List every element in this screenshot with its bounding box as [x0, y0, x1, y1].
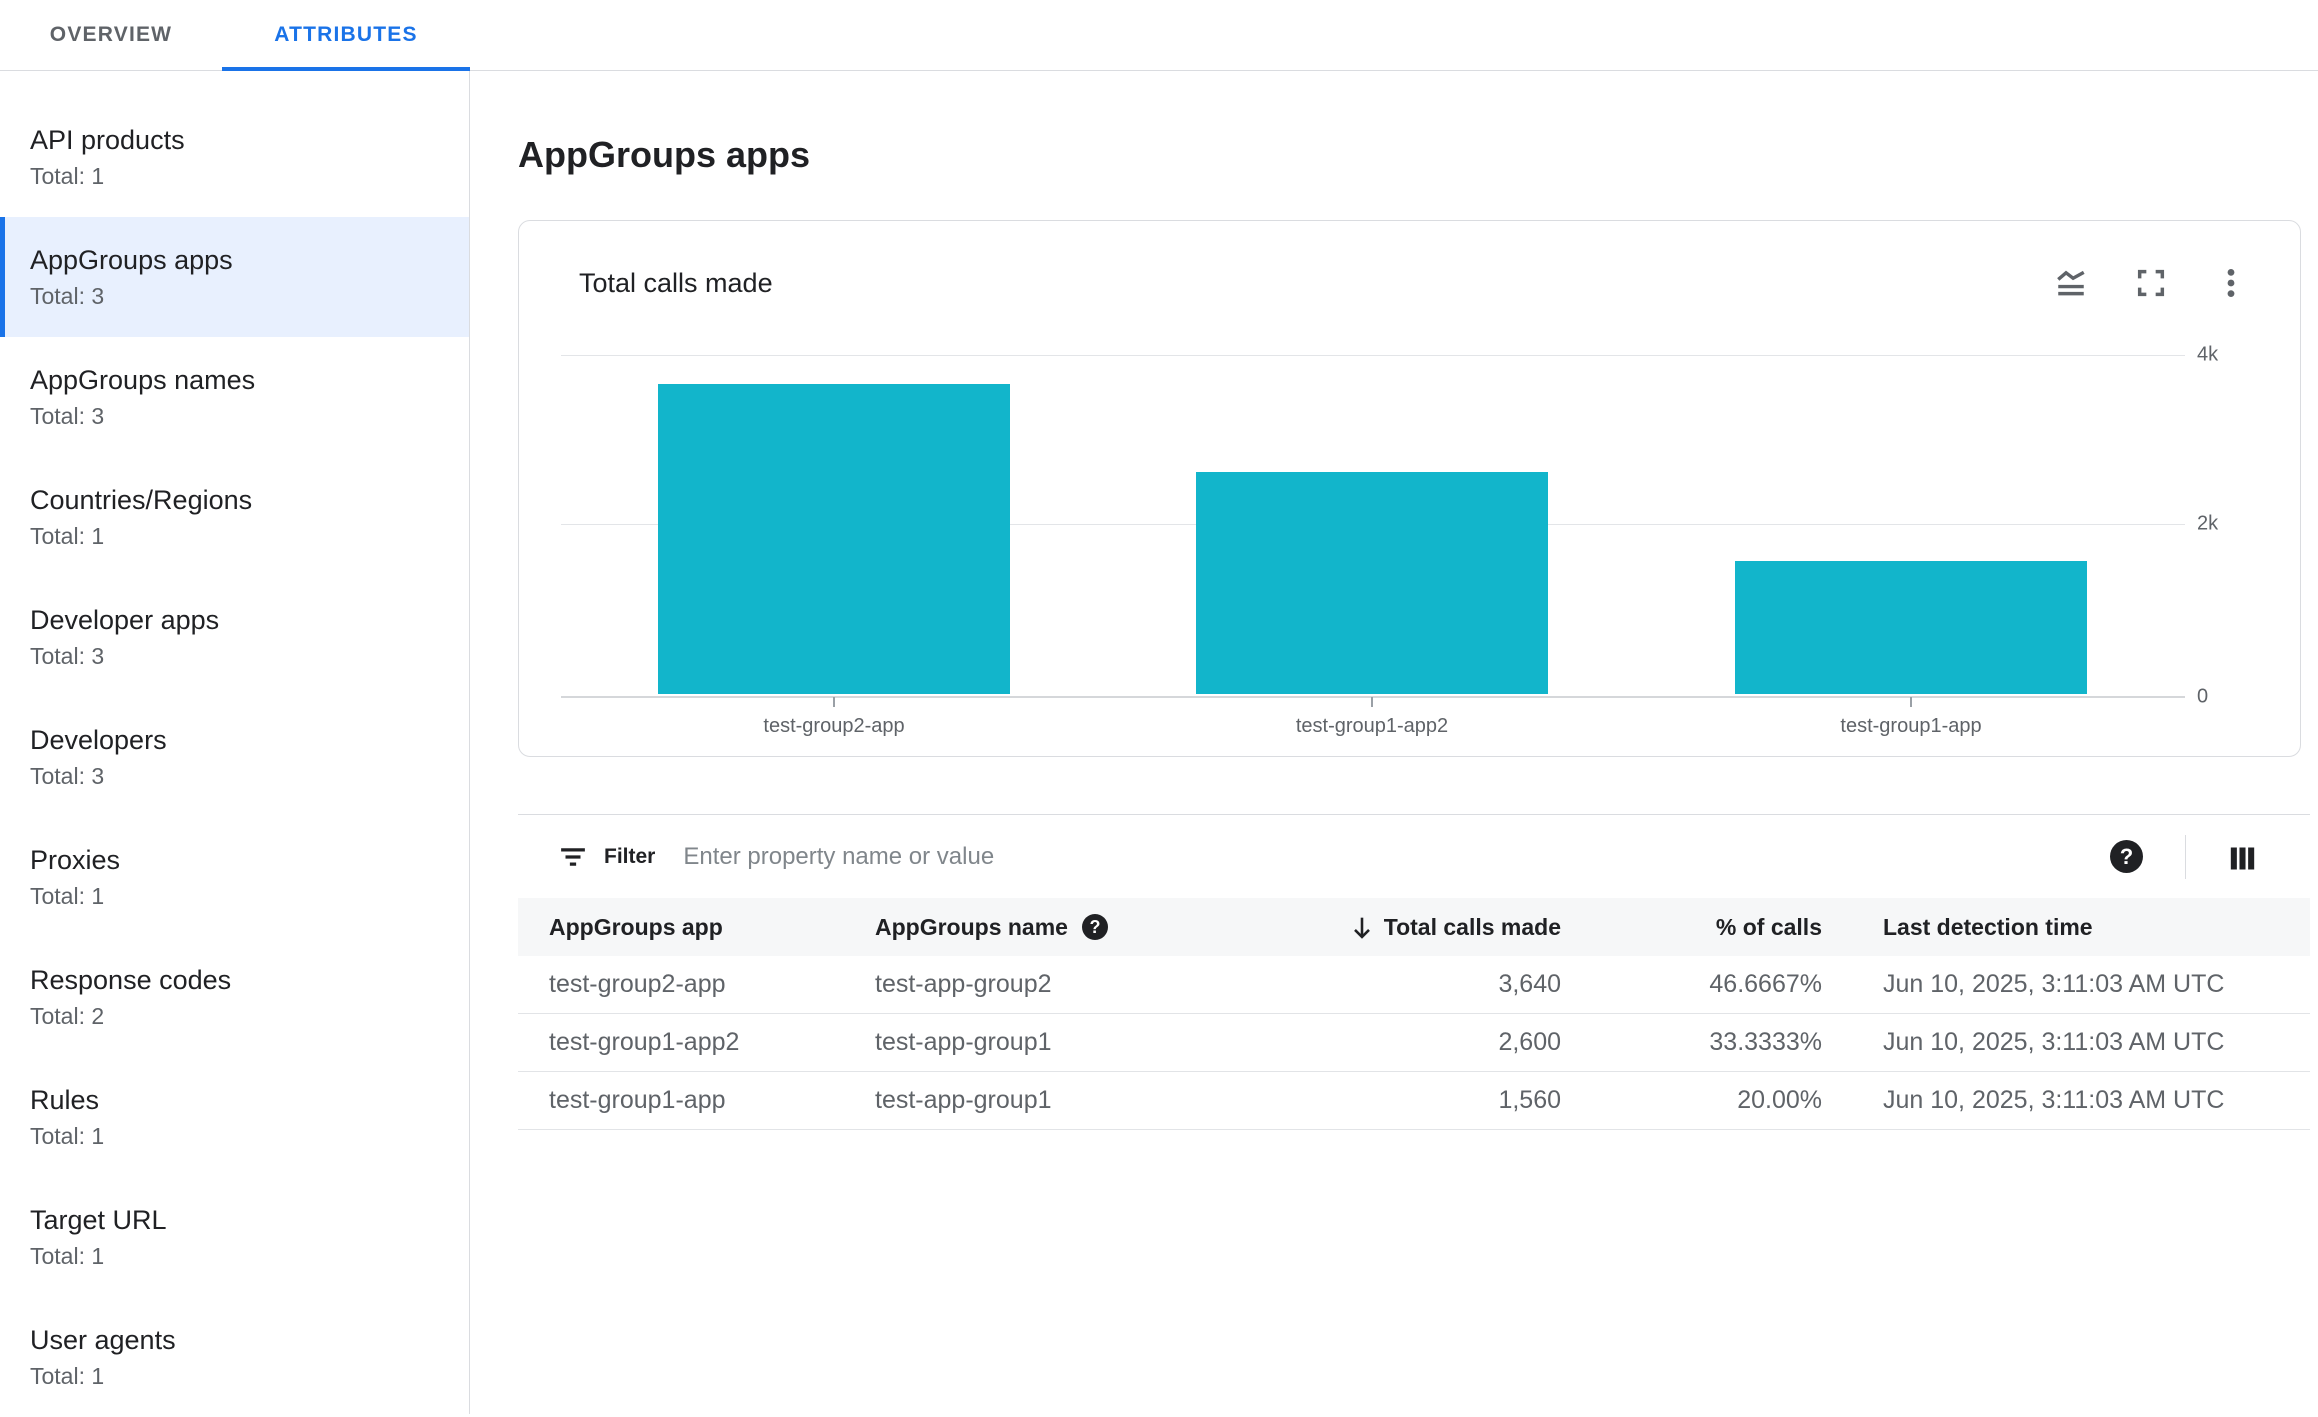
cell-name: test-app-group1	[875, 1086, 1052, 1114]
sidebar-item-user-agents[interactable]: User agents Total: 1	[30, 1325, 176, 1389]
divider	[2185, 835, 2186, 879]
fullscreen-icon[interactable]	[2133, 265, 2169, 301]
cell-name: test-app-group1	[875, 1028, 1052, 1056]
cell-app: test-group1-app2	[549, 1028, 740, 1056]
cell-time: Jun 10, 2025, 3:11:03 AM UTC	[1883, 970, 2225, 998]
cell-pct: 20.00%	[1737, 1086, 1822, 1114]
x-category-label: test-group2-app	[763, 715, 905, 737]
sidebar-item-target-url[interactable]: Target URL Total: 1	[30, 1205, 167, 1269]
table-row[interactable]: test-group2-app test-app-group2 3,640 46…	[518, 956, 2310, 1014]
bar-test-group1-app2[interactable]	[1196, 472, 1548, 694]
filter-icon	[561, 847, 585, 866]
x-tick	[1910, 697, 1912, 707]
table-row[interactable]: test-group1-app test-app-group1 1,560 20…	[518, 1072, 2310, 1130]
cell-calls: 3,640	[1498, 970, 1561, 998]
cell-time: Jun 10, 2025, 3:11:03 AM UTC	[1883, 1086, 2225, 1114]
sidebar-item-proxies[interactable]: Proxies Total: 1	[30, 845, 121, 909]
bar-test-group2-app[interactable]	[658, 384, 1010, 694]
filter-bar: Filter ?	[518, 815, 2310, 898]
cell-pct: 33.3333%	[1709, 1028, 1822, 1056]
x-axis-line	[561, 696, 2185, 698]
attributes-table-section: Filter ? AppGroups app AppGroups name ? …	[518, 814, 2310, 1130]
cell-time: Jun 10, 2025, 3:11:03 AM UTC	[1883, 1028, 2225, 1056]
sort-desc-arrow-icon	[1353, 917, 1370, 939]
column-header-appgroups-name[interactable]: AppGroups name ?	[875, 914, 1345, 941]
x-category-label: test-group1-app2	[1295, 715, 1449, 737]
cell-app: test-group1-app	[549, 1086, 726, 1114]
sidebar-item-rules[interactable]: Rules Total: 1	[30, 1085, 105, 1149]
sidebar-item-appgroups-apps[interactable]: AppGroups apps Total: 3	[0, 217, 469, 337]
x-tick	[833, 697, 835, 707]
cell-app: test-group2-app	[549, 970, 726, 998]
cell-name: test-app-group2	[875, 970, 1052, 998]
tab-attributes[interactable]: ATTRIBUTES	[222, 0, 470, 71]
filter-label: Filter	[604, 844, 656, 868]
column-header-last-detection[interactable]: Last detection time	[1883, 913, 2093, 940]
tab-bar: OVERVIEW ATTRIBUTES	[0, 0, 2318, 71]
y-tick-label: 2k	[2197, 512, 2219, 535]
table-row[interactable]: test-group1-app2 test-app-group1 2,600 3…	[518, 1014, 2310, 1072]
cell-calls: 1,560	[1498, 1086, 1561, 1114]
page-title: AppGroups apps	[518, 134, 811, 175]
chart-card: Total calls made 4k	[518, 220, 2301, 757]
gridline-4k	[561, 355, 2185, 356]
column-header-total-calls[interactable]: Total calls made	[1345, 913, 1561, 941]
y-tick-label: 4k	[2197, 343, 2219, 366]
cell-pct: 46.6667%	[1709, 970, 1822, 998]
column-settings-icon[interactable]	[2224, 840, 2260, 876]
tab-overview[interactable]: OVERVIEW	[49, 23, 173, 46]
sidebar-item-appgroups-names[interactable]: AppGroups names Total: 3	[30, 365, 256, 429]
column-header-appgroups-app[interactable]: AppGroups app	[549, 913, 723, 940]
sidebar-item-developer-apps[interactable]: Developer apps Total: 3	[30, 605, 220, 669]
sidebar-item-developers[interactable]: Developers Total: 3	[30, 725, 167, 789]
sidebar-item-response-codes[interactable]: Response codes Total: 2	[30, 965, 232, 1029]
y-tick-label: 0	[2197, 685, 2209, 708]
sidebar-item-api-products[interactable]: API products Total: 1	[30, 125, 185, 189]
header-help-icon[interactable]: ?	[1081, 914, 1108, 940]
sidebar-item-countries-regions[interactable]: Countries/Regions Total: 1	[30, 485, 253, 549]
chart-title: Total calls made	[579, 268, 773, 298]
filter-input[interactable]	[681, 841, 1446, 872]
help-icon[interactable]: ?	[2110, 840, 2143, 873]
x-tick	[1371, 697, 1373, 707]
chart-type-icon[interactable]	[2053, 265, 2089, 301]
column-header-pct-calls[interactable]: % of calls	[1715, 913, 1822, 940]
cell-calls: 2,600	[1498, 1028, 1561, 1056]
table-header-row: AppGroups app AppGroups name ? Total cal…	[518, 898, 2310, 956]
attributes-sidebar: API products Total: 1 AppGroups apps Tot…	[0, 71, 470, 1414]
bar-test-group1-app[interactable]	[1735, 561, 2087, 694]
more-vert-icon[interactable]	[2213, 265, 2249, 301]
x-category-label: test-group1-app	[1840, 715, 1982, 737]
